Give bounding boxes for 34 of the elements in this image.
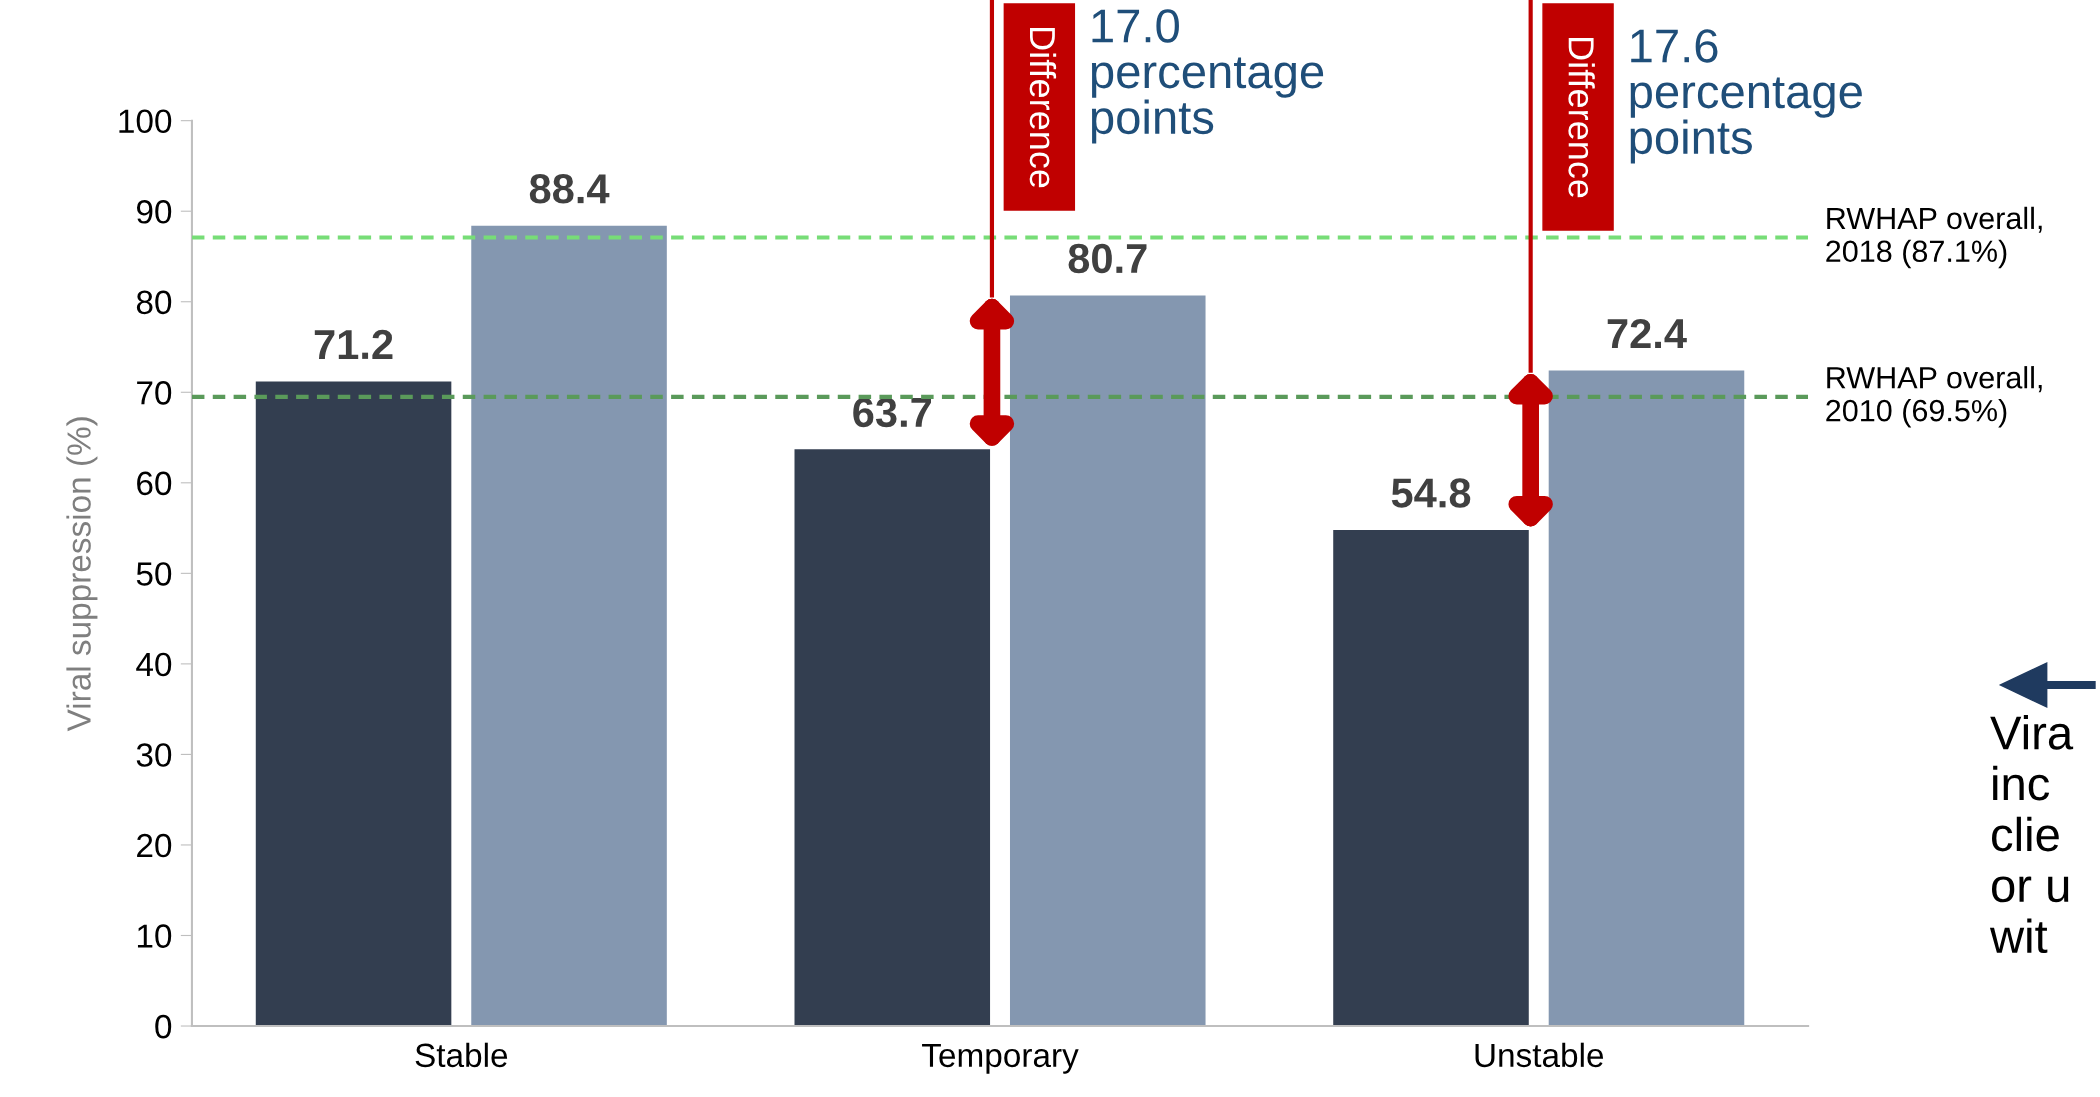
ref-line-label: RWHAP overall, 2018 (87.1%) — [1826, 206, 2042, 269]
y-tick-label: 30 — [136, 743, 172, 767]
annotation: Difference — [1568, 37, 1595, 198]
y-tick-label: 50 — [136, 562, 172, 586]
data-label: 63.7 — [853, 397, 931, 428]
bar — [1333, 529, 1529, 1027]
y-axis-title: Viral suppression (%) — [66, 417, 98, 732]
y-tick-label: 0 — [155, 1014, 172, 1039]
annotation: 17.6 percentage points — [1630, 29, 1862, 164]
data-label: 54.8 — [1391, 478, 1471, 508]
ref-line-label: RWHAP overall, 2010 (69.5%) — [1826, 366, 2042, 428]
y-tick-label: 100 — [119, 109, 172, 134]
annotation: Difference — [1029, 27, 1057, 188]
y-tick-label: 10 — [137, 924, 172, 948]
bar — [1548, 370, 1745, 1027]
y-tick-label: 20 — [137, 833, 172, 858]
data-label: 80.7 — [1068, 243, 1147, 274]
x-tick-label: Unstable — [1475, 1042, 1604, 1068]
y-tick-label: 90 — [136, 200, 172, 224]
text: Vira inc clie or u wit — [1989, 715, 2074, 954]
data-label: 72.4 — [1607, 318, 1687, 349]
bar — [471, 225, 667, 1027]
x-tick-label: Stable — [415, 1042, 508, 1068]
bar — [255, 381, 452, 1027]
data-label: 88.4 — [529, 174, 610, 204]
bar — [1009, 295, 1206, 1027]
bar — [794, 449, 991, 1027]
y-tick-label: 40 — [136, 652, 172, 677]
data-label: 71.2 — [314, 329, 393, 359]
y-tick-label: 80 — [136, 290, 172, 315]
annotation: 17.0 percentage points — [1091, 9, 1324, 144]
y-tick-label: 60 — [137, 471, 172, 496]
y-tick-label: 70 — [137, 381, 172, 405]
x-tick-label: Temporary — [922, 1043, 1079, 1074]
